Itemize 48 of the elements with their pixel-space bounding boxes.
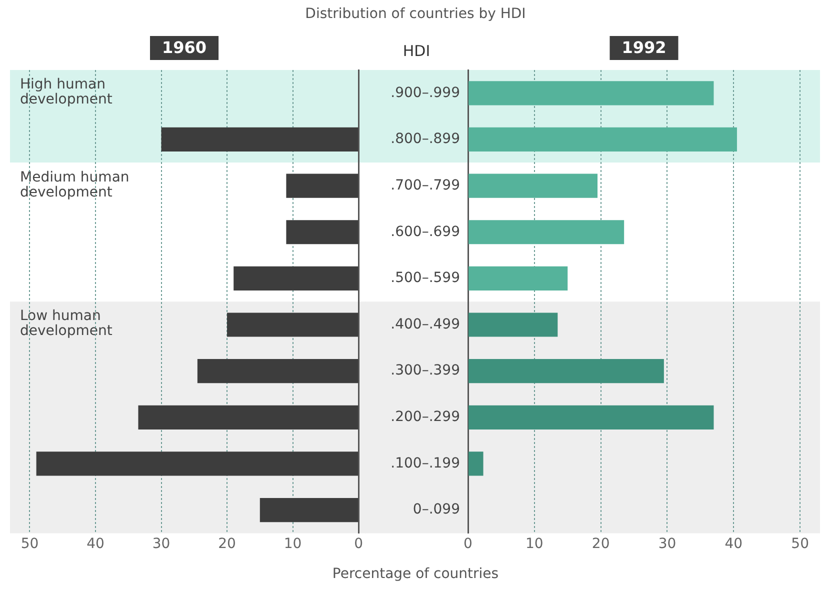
bar (286, 174, 358, 198)
x-tick-label: 20 (218, 536, 236, 552)
x-tick-label: 0 (354, 536, 364, 552)
bar (197, 359, 358, 384)
x-tick-label: 0 (464, 536, 472, 552)
bar (468, 127, 737, 152)
chart-title: 1992 (622, 38, 666, 58)
x-tick-label: 40 (86, 536, 104, 552)
y-tick-label: .600–.699 (390, 224, 460, 240)
bar (468, 81, 714, 106)
x-tick-label: 40 (724, 536, 743, 552)
band-label: Medium human development (20, 169, 130, 200)
bar (36, 452, 358, 476)
y-tick-label: .800–.899 (390, 131, 460, 148)
bar (468, 220, 624, 244)
y-tick-label: .900–.999 (390, 84, 460, 101)
bar (468, 359, 664, 384)
y-axis-title: HDI (402, 42, 432, 60)
y-tick-label: .100–.199 (390, 455, 460, 472)
bar (138, 405, 358, 430)
y-tick-label: .700–.799 (390, 177, 460, 194)
y-tick-label: .500–.599 (390, 270, 460, 286)
bar (161, 127, 358, 152)
bar (468, 405, 714, 430)
y-tick-label: 0–.099 (412, 502, 460, 518)
text: Distribution of countries by HDI (304, 6, 527, 22)
x-tick-label: 20 (592, 536, 610, 552)
x-tick-label: 50 (20, 536, 39, 552)
bar (468, 266, 568, 290)
x-tick-label: 10 (526, 536, 544, 552)
bar (227, 312, 358, 337)
x-tick-label: 50 (791, 536, 809, 552)
y-tick-label: .200–.299 (390, 409, 460, 426)
x-tick-label: 30 (152, 536, 170, 552)
chart-title: 1960 (162, 38, 207, 58)
bar (468, 174, 598, 198)
bar (468, 452, 484, 476)
y-tick-label: .300–.399 (390, 362, 460, 379)
bar (286, 220, 358, 244)
bar (468, 312, 558, 337)
bar (260, 498, 358, 522)
band-label: High human development (20, 76, 113, 108)
x-axis-title: Percentage of countries (331, 566, 500, 582)
bar (234, 266, 358, 290)
x-tick-label: 10 (284, 536, 302, 552)
band-label: Low human development (20, 308, 113, 340)
x-tick-label: 30 (658, 536, 676, 552)
y-tick-label: .400–.499 (390, 316, 460, 332)
